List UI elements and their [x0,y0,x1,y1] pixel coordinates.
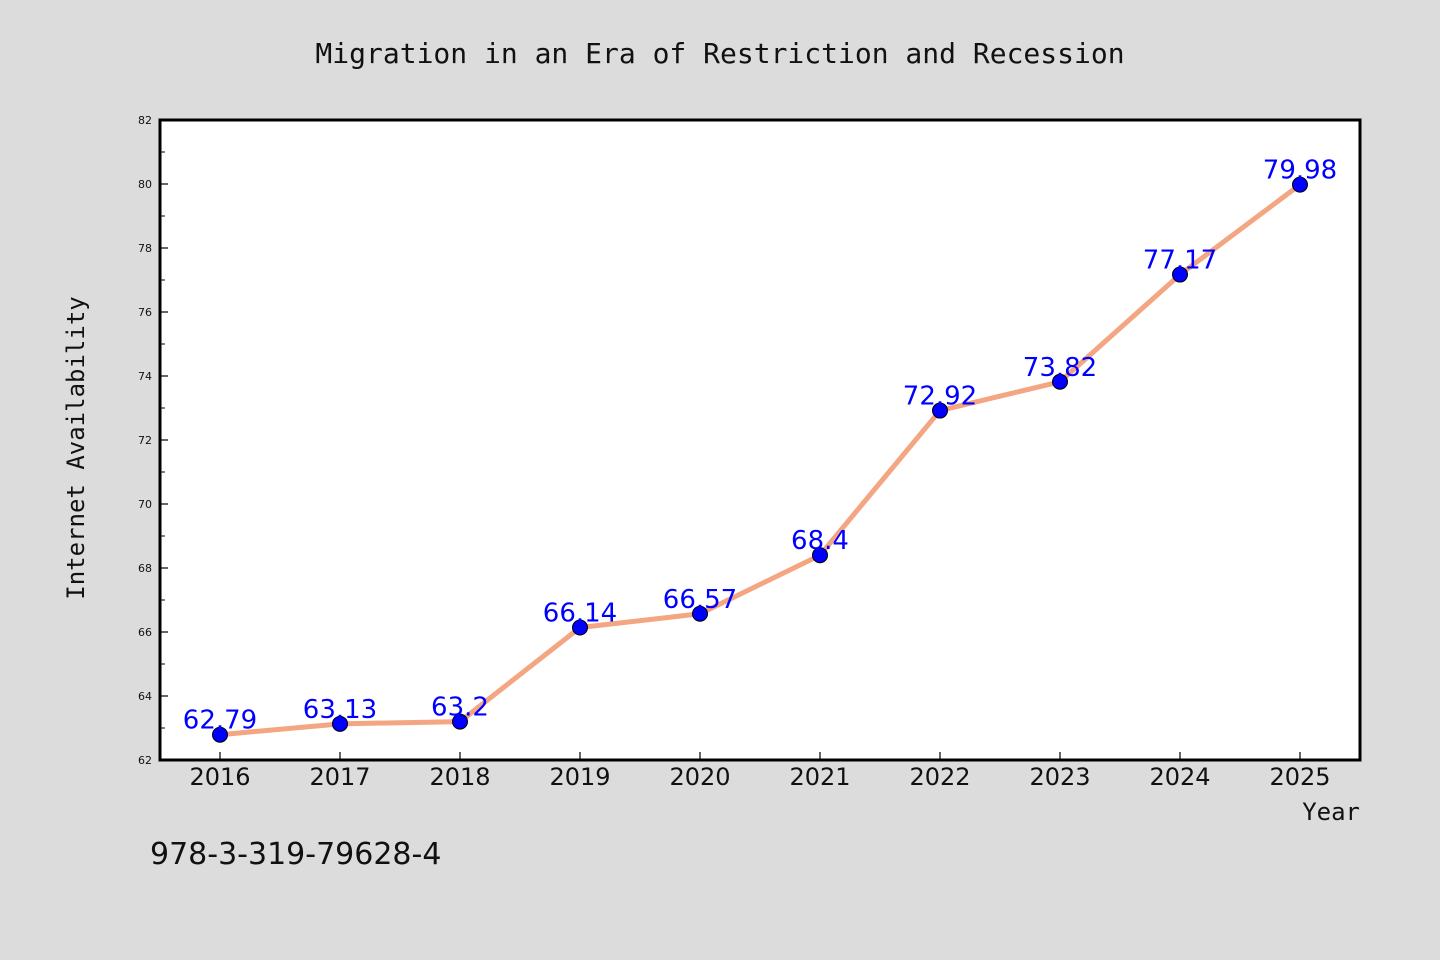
y-tick-label: 68 [138,562,152,575]
y-tick-label: 82 [138,114,152,127]
x-tick-label: 2022 [909,763,970,791]
data-label: 72.92 [903,382,977,412]
data-point [452,713,468,730]
y-tick-label: 80 [138,178,152,191]
series-line-group [217,182,1303,738]
data-point [1292,176,1308,193]
data-point [692,605,708,622]
x-tick-label: 2025 [1269,763,1330,791]
plot-area [160,120,1360,760]
x-axis: 2016 2017 2018 2019 2020 2021 2022 2023 2024 2025 [189,752,1331,791]
x-tick-label: 2017 [309,763,370,791]
x-tick-label: 2018 [429,763,490,791]
data-labels: 62.79 63.13 63.2 66.14 66.57 68.4 72.92 73.82 77… [183,156,1337,736]
y-axis: 62 64 66 68 70 72 74 76 78 80 82 [138,114,168,767]
data-label: 66.14 [543,599,617,629]
chart-title: Migration in an Era of Restriction and R… [315,37,1124,70]
data-label: 79.98 [1263,156,1337,186]
y-tick-label: 70 [138,498,152,511]
data-label: 63.13 [303,695,377,725]
data-point [1052,373,1068,390]
data-label: 77.17 [1143,246,1217,276]
y-tick-label: 64 [138,690,152,703]
data-markers [212,176,1308,743]
data-point [572,619,588,636]
y-tick-label: 78 [138,242,152,255]
x-tick-label: 2023 [1029,763,1090,791]
data-point [932,402,948,419]
x-tick-label: 2016 [189,763,250,791]
data-label: 73.82 [1023,353,1097,383]
y-axis-label: Internet Availability [62,296,90,599]
y-tick-label: 66 [138,626,152,639]
data-point [1172,266,1188,283]
x-tick-label: 2019 [549,763,610,791]
x-tick-label: 2021 [789,763,850,791]
y-tick-label: 72 [138,434,152,447]
y-tick-label: 62 [138,754,152,767]
x-tick-label: 2024 [1149,763,1210,791]
data-point [212,726,228,743]
data-label: 66.57 [663,585,737,615]
plot-frame [158,118,1362,762]
x-tick-label: 2020 [669,763,730,791]
data-label: 63.2 [431,693,489,723]
x-axis-label: Year [1302,798,1360,826]
data-point [812,547,828,564]
data-label: 68.4 [791,526,849,556]
data-point [332,715,348,732]
y-tick-label: 74 [138,370,152,383]
series-line [217,182,1303,738]
y-tick-label: 76 [138,306,152,319]
footnote-isbn: 978-3-319-79628-4 [150,837,441,872]
data-label: 62.79 [183,706,257,736]
